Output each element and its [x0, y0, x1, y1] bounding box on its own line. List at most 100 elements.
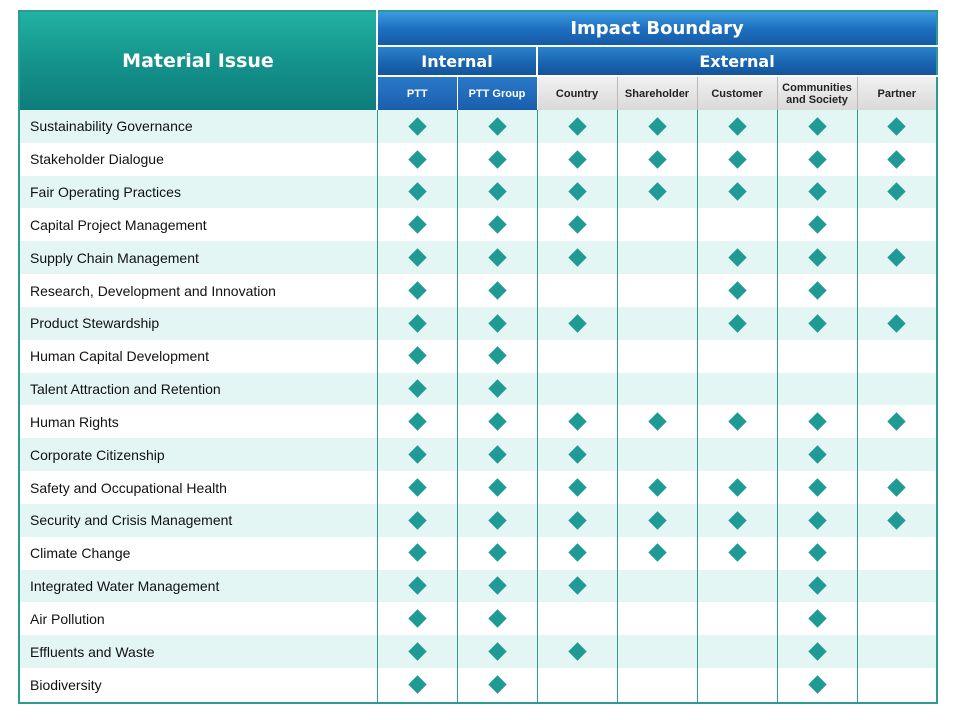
material-issue-label: Security and Crisis Management [19, 503, 378, 537]
table-row: Security and Crisis Management [19, 503, 938, 537]
material-issue-label: Talent Attraction and Retention [19, 372, 378, 406]
table-row: Safety and Occupational Health [19, 471, 938, 504]
boundary-cell [857, 110, 938, 143]
boundary-cell [697, 438, 778, 472]
boundary-cell [857, 635, 938, 669]
diamond-marker-icon [887, 478, 906, 497]
boundary-cell [857, 339, 938, 373]
diamond-marker-icon [727, 281, 747, 300]
boundary-cell [617, 569, 698, 603]
diamond-marker-icon [407, 149, 427, 169]
boundary-cell [857, 668, 938, 703]
boundary-cell [777, 536, 858, 570]
boundary-cell [777, 471, 858, 504]
boundary-cell [457, 438, 538, 472]
boundary-cell [457, 175, 538, 209]
boundary-cell [697, 569, 778, 603]
material-issue-label: Product Stewardship [19, 306, 378, 340]
boundary-cell [377, 635, 458, 669]
diamond-marker-icon [727, 182, 747, 202]
boundary-cell [377, 110, 458, 143]
boundary-cell [777, 274, 858, 307]
diamond-marker-icon [727, 248, 747, 267]
diamond-marker-icon [887, 149, 906, 169]
boundary-cell [777, 142, 858, 176]
diamond-marker-icon [807, 642, 827, 661]
diamond-marker-icon [807, 412, 827, 431]
diamond-marker-icon [567, 313, 587, 333]
boundary-cell [537, 274, 618, 307]
boundary-cell [457, 306, 538, 340]
diamond-marker-icon [807, 510, 827, 530]
boundary-cell [857, 372, 938, 406]
boundary-cell [377, 503, 458, 537]
boundary-cell [697, 635, 778, 669]
boundary-cell [537, 372, 618, 406]
diamond-marker-icon [407, 478, 427, 497]
diamond-marker-icon [567, 510, 587, 530]
diamond-marker-icon [567, 642, 587, 661]
boundary-cell [777, 110, 858, 143]
diamond-marker-icon [887, 313, 906, 333]
diamond-marker-icon [487, 182, 507, 202]
boundary-cell [777, 175, 858, 209]
diamond-marker-icon [487, 379, 507, 398]
diamond-marker-icon [807, 313, 827, 333]
table-row: Research, Development and Innovation [19, 274, 938, 307]
diamond-marker-icon [887, 116, 906, 136]
diamond-marker-icon [487, 149, 507, 169]
diamond-marker-icon [407, 281, 427, 300]
diamond-marker-icon [727, 510, 747, 530]
diamond-marker-icon [487, 313, 507, 333]
column-header-partner: Partner [857, 76, 938, 110]
column-header-customer: Customer [697, 76, 778, 110]
material-issue-label: Supply Chain Management [19, 241, 378, 275]
boundary-cell [377, 602, 458, 636]
boundary-cell [457, 569, 538, 603]
diamond-marker-icon [407, 313, 427, 333]
boundary-cell [377, 569, 458, 603]
diamond-marker-icon [487, 642, 507, 661]
diamond-marker-icon [407, 215, 427, 234]
diamond-marker-icon [407, 609, 427, 628]
table-row: Effluents and Waste [19, 635, 938, 669]
diamond-marker-icon [407, 445, 427, 464]
table-row: Human Capital Development [19, 339, 938, 373]
material-issue-label: Sustainability Governance [19, 110, 378, 143]
diamond-marker-icon [407, 182, 427, 202]
boundary-cell [537, 602, 618, 636]
boundary-cell [617, 306, 698, 340]
boundary-cell [777, 503, 858, 537]
diamond-marker-icon [567, 215, 587, 234]
boundary-cell [697, 274, 778, 307]
boundary-cell [617, 602, 698, 636]
material-issue-label: Corporate Citizenship [19, 438, 378, 472]
diamond-marker-icon [567, 116, 587, 136]
diamond-marker-icon [887, 412, 906, 431]
diamond-marker-icon [567, 478, 587, 497]
table-row: Talent Attraction and Retention [19, 372, 938, 406]
boundary-cell [457, 339, 538, 373]
boundary-cell [537, 471, 618, 504]
boundary-cell [457, 471, 538, 504]
boundary-cell [457, 110, 538, 143]
boundary-cell [777, 306, 858, 340]
boundary-cell [537, 306, 618, 340]
diamond-marker-icon [807, 281, 827, 300]
material-issue-label: Safety and Occupational Health [19, 471, 378, 504]
boundary-cell [857, 274, 938, 307]
material-issue-label: Research, Development and Innovation [19, 274, 378, 307]
diamond-marker-icon [807, 149, 827, 169]
boundary-cell [537, 175, 618, 209]
boundary-cell [857, 208, 938, 242]
diamond-marker-icon [407, 346, 427, 366]
boundary-cell [617, 471, 698, 504]
boundary-cell [697, 602, 778, 636]
diamond-marker-icon [487, 248, 507, 267]
boundary-cell [777, 569, 858, 603]
boundary-cell [377, 241, 458, 275]
boundary-cell [457, 142, 538, 176]
table-row: Climate Change [19, 536, 938, 570]
boundary-cell [857, 175, 938, 209]
diamond-marker-icon [487, 412, 507, 431]
